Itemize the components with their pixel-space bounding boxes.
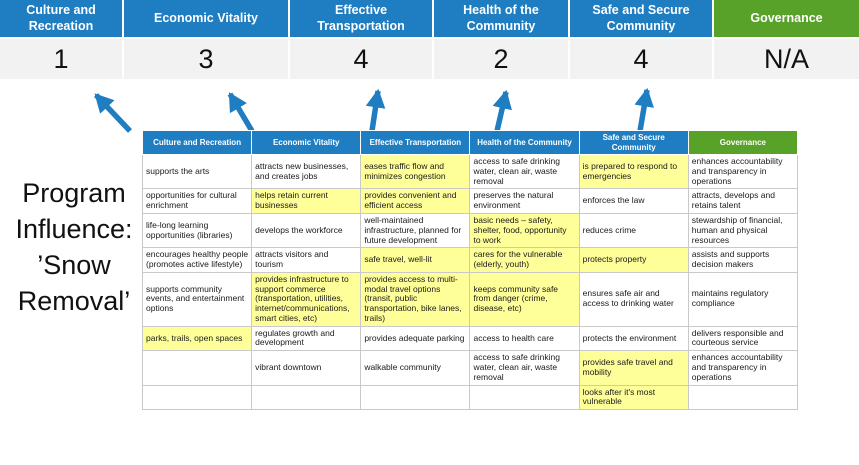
score-value: 1 [0, 39, 122, 79]
score-value: 4 [570, 39, 712, 79]
table-cell: maintains regulatory compliance [688, 272, 797, 326]
table-cell: reduces crime [579, 214, 688, 248]
table-cell: cares for the vulnerable (elderly, youth… [470, 248, 579, 273]
table-cell: enhances accountability and transparency… [688, 351, 797, 385]
table-row: opportunities for cultural enrichmenthel… [143, 189, 798, 214]
table-cell: encourages healthy people (promotes acti… [143, 248, 252, 273]
up-arrow-icon [230, 94, 252, 131]
table-cell: provides safe travel and mobility [579, 351, 688, 385]
score-value: N/A [714, 39, 859, 79]
table-cell: attracts new businesses, and creates job… [252, 155, 361, 189]
score-value: 2 [434, 39, 568, 79]
category-header: Health of the Community [434, 0, 568, 37]
up-arrow-icon [497, 92, 506, 131]
table-cell: opportunities for cultural enrichment [143, 189, 252, 214]
table-cell: access to safe drinking water, clean air… [470, 351, 579, 385]
table-cell: provides adequate parking [361, 326, 470, 351]
table-row: supports community events, and entertain… [143, 272, 798, 326]
table-column-header: Health of the Community [470, 131, 579, 155]
table-cell: supports community events, and entertain… [143, 272, 252, 326]
category-header: Effective Transportation [290, 0, 432, 37]
table-cell: protects the environment [579, 326, 688, 351]
table-cell: enhances accountability and transparency… [688, 155, 797, 189]
table-cell: protects property [579, 248, 688, 273]
table-cell: helps retain current businesses [252, 189, 361, 214]
table-row: parks, trails, open spacesregulates grow… [143, 326, 798, 351]
table-row: vibrant downtownwalkable communityaccess… [143, 351, 798, 385]
table-cell: access to health care [470, 326, 579, 351]
table-cell: provides convenient and efficient access [361, 189, 470, 214]
table-cell: enforces the law [579, 189, 688, 214]
table-cell [361, 385, 470, 410]
category-header: Governance [714, 0, 859, 37]
influence-table: Culture and RecreationEconomic VitalityE… [142, 130, 798, 410]
up-arrow-icon [640, 90, 647, 131]
table-cell: is prepared to respond to emergencies [579, 155, 688, 189]
table-cell: supports the arts [143, 155, 252, 189]
table-cell [688, 385, 797, 410]
table-cell: parks, trails, open spaces [143, 326, 252, 351]
table-column-header: Effective Transportation [361, 131, 470, 155]
table-row: looks after it's most vulnerable [143, 385, 798, 410]
category-header: Economic Vitality [124, 0, 288, 37]
table-cell: provides infrastructure to support comme… [252, 272, 361, 326]
up-arrow-icon [372, 91, 378, 131]
score-value: 3 [124, 39, 288, 79]
table-cell [252, 385, 361, 410]
influence-table-head: Culture and RecreationEconomic VitalityE… [143, 131, 798, 155]
table-column-header: Economic Vitality [252, 131, 361, 155]
table-row: supports the artsattracts new businesses… [143, 155, 798, 189]
table-cell: develops the workforce [252, 214, 361, 248]
table-cell: attracts visitors and tourism [252, 248, 361, 273]
table-cell: preserves the natural environment [470, 189, 579, 214]
table-column-header: Safe and Secure Community [579, 131, 688, 155]
page-title: Program Influence: ’Snow Removal’ [0, 176, 148, 320]
table-cell [143, 351, 252, 385]
table-header-row: Culture and RecreationEconomic VitalityE… [143, 131, 798, 155]
score-row: 13424N/A [0, 39, 859, 79]
table-column-header: Culture and Recreation [143, 131, 252, 155]
category-header-row: Culture and RecreationEconomic VitalityE… [0, 0, 859, 37]
table-row: life-long learning opportunities (librar… [143, 214, 798, 248]
table-cell: safe travel, well-lit [361, 248, 470, 273]
up-arrow-icon [96, 95, 130, 131]
table-cell: regulates growth and development [252, 326, 361, 351]
table-cell: stewardship of financial, human and phys… [688, 214, 797, 248]
table-cell: life-long learning opportunities (librar… [143, 214, 252, 248]
score-value: 4 [290, 39, 432, 79]
table-column-header: Governance [688, 131, 797, 155]
table-cell: access to safe drinking water, clean air… [470, 155, 579, 189]
category-header: Safe and Secure Community [570, 0, 712, 37]
influence-table-body: supports the artsattracts new businesses… [143, 155, 798, 410]
table-cell: provides access to multi-modal travel op… [361, 272, 470, 326]
table-cell: ensures safe air and access to drinking … [579, 272, 688, 326]
table-cell: assists and supports decision makers [688, 248, 797, 273]
table-cell [143, 385, 252, 410]
table-cell: eases traffic flow and minimizes congest… [361, 155, 470, 189]
table-cell: basic needs – safety, shelter, food, opp… [470, 214, 579, 248]
table-cell: looks after it's most vulnerable [579, 385, 688, 410]
table-cell: well-maintained infrastructure, planned … [361, 214, 470, 248]
table-cell: delivers responsible and courteous servi… [688, 326, 797, 351]
category-header: Culture and Recreation [0, 0, 122, 37]
table-cell: walkable community [361, 351, 470, 385]
table-cell [470, 385, 579, 410]
table-cell: vibrant downtown [252, 351, 361, 385]
table-row: encourages healthy people (promotes acti… [143, 248, 798, 273]
table-cell: keeps community safe from danger (crime,… [470, 272, 579, 326]
table-cell: attracts, develops and retains talent [688, 189, 797, 214]
